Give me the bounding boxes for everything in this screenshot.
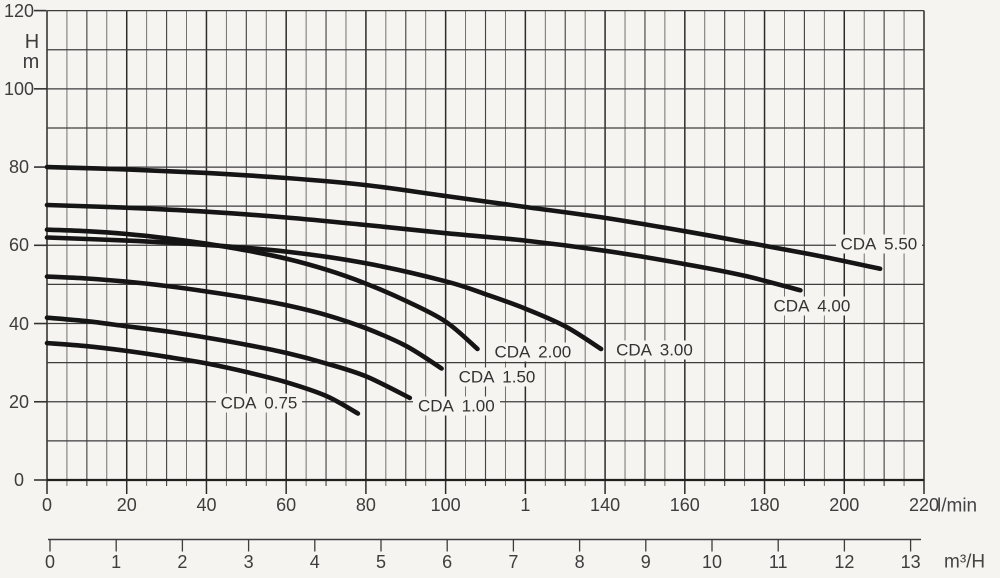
- x-tick-label-m3h: 4: [309, 552, 320, 572]
- curve-label-cda-1-50: CDA 1.50: [453, 367, 541, 387]
- y-tick-label: 40: [8, 313, 30, 334]
- x-tick-label-m3h: 10: [701, 552, 723, 572]
- x-tick-label-m3h: 2: [177, 552, 188, 572]
- curve-label-cda-4-00: CDA 4.00: [768, 296, 856, 316]
- x-tick-label-lmin: 0: [41, 495, 53, 515]
- x-tick-label-m3h: 5: [375, 552, 387, 572]
- y-tick-label: 100: [3, 78, 35, 99]
- x-tick-label-lmin: 100: [430, 495, 461, 515]
- x-tick-label-m3h: 11: [768, 552, 788, 572]
- x-axis-unit-m3h: m³/H: [944, 551, 986, 573]
- x-tick-label-lmin: 140: [590, 495, 621, 515]
- curve-cda-0-75: [44, 340, 361, 416]
- x-tick-label-lmin: 160: [669, 495, 700, 515]
- x-tick-label-m3h: 12: [834, 552, 855, 572]
- x-tick-label-m3h: 8: [574, 552, 585, 572]
- curve-cda-1-50: [44, 274, 444, 371]
- curve-cda-2-00: [44, 227, 480, 352]
- curve-cda-4-00: [44, 202, 803, 293]
- x-tick-label-lmin: 220: [908, 495, 940, 515]
- y-tick-label: 120: [3, 0, 35, 21]
- x-tick-label-m3h: 9: [640, 552, 651, 572]
- y-tick-label: 60: [8, 235, 30, 256]
- y-tick-label: 80: [8, 157, 30, 178]
- curve-label-cda-0-75: CDA 0.75: [215, 393, 303, 413]
- curve-cda-1-00: [44, 315, 413, 401]
- curve-label-cda-1-00: CDA 1.00: [412, 396, 500, 416]
- x-tick-label-lmin: 20: [116, 495, 137, 515]
- x-tick-label-m3h: 6: [442, 552, 453, 572]
- x-tick-label-lmin: 80: [355, 495, 376, 515]
- x-tick-label-lmin: 180: [749, 495, 780, 515]
- y-axis-unit-label: m: [22, 51, 40, 73]
- curve-label-cda-3-00: CDA 3.00: [611, 340, 698, 360]
- x-tick-label-lmin: 1: [520, 495, 531, 515]
- x-tick-label-m3h: 0: [44, 552, 56, 572]
- x-tick-label-m3h: 13: [900, 552, 921, 572]
- x-tick-label-m3h: 1: [111, 552, 122, 572]
- y-tick-label: 0: [13, 470, 25, 490]
- x-tick-label-lmin: 200: [829, 495, 860, 515]
- curve-label-cda-2-00: CDA 2.00: [489, 342, 577, 362]
- x-tick-label-lmin: 40: [196, 495, 217, 515]
- x-tick-label-m3h: 3: [243, 552, 254, 572]
- x-tick-label-m3h: 7: [508, 552, 519, 572]
- x-tick-label-lmin: 60: [276, 495, 297, 515]
- curve-cda-3-00: [44, 235, 604, 352]
- curve-cda-5-50: [44, 164, 883, 272]
- y-tick-label: 20: [8, 391, 30, 412]
- y-axis-quantity-label: H: [24, 31, 40, 53]
- x-axis-unit-lmin: l/min: [937, 495, 978, 517]
- curve-label-cda-5-50: CDA 5.50: [835, 234, 923, 254]
